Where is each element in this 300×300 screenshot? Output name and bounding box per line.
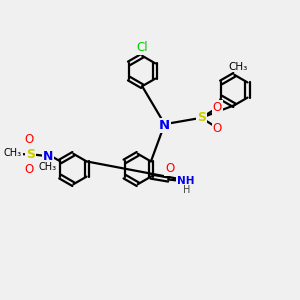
- Text: O: O: [24, 164, 33, 176]
- Text: CH₃: CH₃: [4, 148, 22, 158]
- Text: N: N: [43, 150, 53, 163]
- Text: S: S: [26, 148, 35, 161]
- Text: O: O: [213, 122, 222, 135]
- Text: H: H: [183, 185, 190, 195]
- Text: O: O: [24, 133, 33, 146]
- Text: CH₃: CH₃: [228, 61, 248, 72]
- Text: NH: NH: [177, 176, 194, 186]
- Text: Cl: Cl: [136, 41, 148, 54]
- Text: S: S: [197, 111, 206, 124]
- Text: O: O: [165, 162, 175, 175]
- Text: CH₃: CH₃: [39, 162, 57, 172]
- Text: N: N: [158, 118, 170, 132]
- Text: O: O: [213, 101, 222, 114]
